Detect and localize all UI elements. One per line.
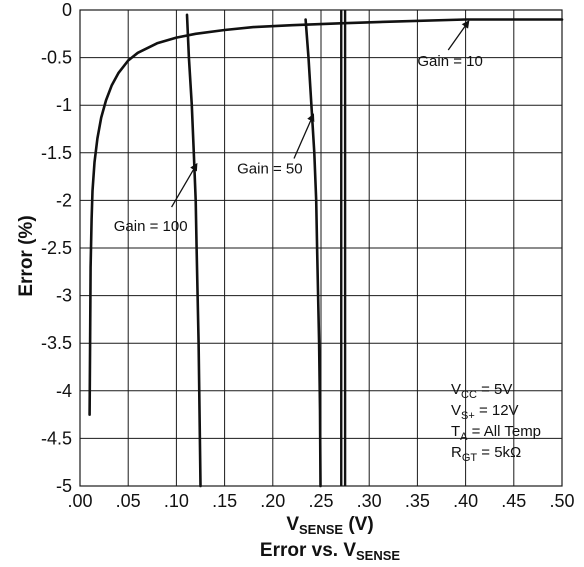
x-tick-label: .50	[549, 491, 574, 511]
series-line	[304, 18, 322, 488]
x-axis-label: VSENSE (V)	[286, 514, 373, 537]
condition-label: VS+ = 12V	[451, 402, 519, 422]
y-tick-label: -4	[56, 381, 72, 401]
annotation-label: Gain = 100	[114, 218, 188, 235]
y-tick-label: -2	[56, 190, 72, 210]
gridlines	[79, 9, 563, 487]
y-tick-labels: 0 -0.5 -1 -1.5 -2 -2.5 -3 -3.5 -4 -4.5 -5	[41, 0, 72, 496]
chart-title: Error vs. VSENSE	[260, 540, 401, 563]
gain-annotations: Gain = 10 Gain = 50 Gain = 100	[114, 53, 483, 235]
y-tick-label: -3	[56, 286, 72, 306]
condition-label: RGT = 5kΩ	[451, 444, 521, 464]
x-tick-label: .30	[357, 491, 382, 511]
y-tick-label: -5	[56, 476, 72, 496]
annotation-arrow	[447, 20, 470, 51]
annotation-label: Gain = 50	[237, 161, 302, 178]
y-tick-label: -1	[56, 95, 72, 115]
x-tick-label: .10	[164, 491, 189, 511]
condition-label: TA = All Temp	[451, 423, 541, 443]
annotation-arrow	[293, 113, 315, 159]
x-tick-label: .40	[453, 491, 478, 511]
y-tick-label: -2.5	[41, 238, 72, 258]
x-tick-label: .05	[116, 491, 141, 511]
x-tick-label: .25	[308, 491, 333, 511]
annotation-arrow	[171, 162, 198, 208]
y-tick-label: -0.5	[41, 48, 72, 68]
x-tick-label: .15	[212, 491, 237, 511]
x-tick-label: .45	[501, 491, 526, 511]
y-tick-label: 0	[62, 0, 72, 20]
x-tick-label: .00	[67, 491, 92, 511]
y-tick-label: -1.5	[41, 143, 72, 163]
series-line	[88, 18, 564, 416]
y-tick-label: -3.5	[41, 333, 72, 353]
x-tick-label: .20	[260, 491, 285, 511]
condition-label: VCC = 5V	[451, 381, 512, 401]
series-line	[185, 13, 202, 488]
annotation-arrows	[171, 20, 470, 208]
y-tick-label: -4.5	[41, 428, 72, 448]
x-tick-labels: .00 .05 .10 .15 .20 .25 .30 .35 .40 .45 .50	[67, 491, 574, 511]
annotation-label: Gain = 10	[417, 53, 482, 70]
x-tick-label: .35	[405, 491, 430, 511]
y-axis-label: Error (%)	[16, 215, 37, 296]
series-lines	[88, 10, 564, 488]
